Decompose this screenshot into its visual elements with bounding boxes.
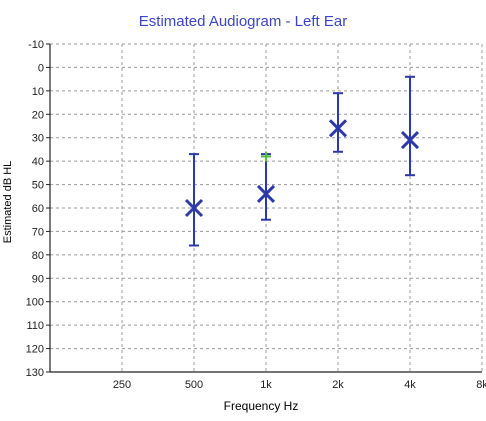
data-point-group (256, 153, 276, 221)
y-tick-label: 80 (32, 250, 44, 262)
x-tick-label: 2k (332, 379, 344, 391)
y-tick-label: 130 (26, 367, 44, 379)
y-tick-label: -10 (28, 39, 44, 51)
y-tick-label: 110 (26, 320, 44, 332)
y-tick-label: 20 (32, 109, 44, 121)
grid-layer (50, 43, 483, 372)
x-marker (184, 198, 204, 218)
y-tick-labels: -10 0 10 20 30 40 50 60 70 80 90 100 110 120 130 (26, 39, 44, 379)
x-tick-label: 250 (113, 379, 131, 391)
data-point-group (328, 92, 348, 153)
y-tick-label: 100 (26, 297, 44, 309)
y-tick-label: 60 (32, 203, 44, 215)
data-point-group (400, 75, 420, 177)
x-tick-labels: 250 500 1k 2k 4k 8k (113, 379, 486, 391)
x-marker (328, 119, 348, 138)
y-tick-label: 90 (32, 273, 44, 285)
y-tick-label: 0 (38, 62, 44, 74)
y-tick-label: 10 (32, 86, 44, 98)
x-axis-label: Frequency Hz (224, 399, 299, 413)
axis-layer (46, 43, 482, 373)
y-tick-label: 70 (32, 226, 44, 238)
y-tick-label: 50 (32, 180, 44, 192)
x-tick-label: 1k (260, 379, 272, 391)
y-tick-label: 40 (32, 156, 44, 168)
y-axis-label: Estimated dB HL (2, 161, 14, 244)
data-point-group (184, 153, 204, 247)
x-marker (400, 130, 420, 150)
plus-marker (261, 151, 271, 162)
y-tick-label: 120 (26, 344, 44, 356)
chart-title: Estimated Audiogram - Left Ear (139, 13, 347, 30)
x-marker (256, 184, 276, 204)
x-tick-label: 500 (185, 379, 203, 391)
y-tick-label: 30 (32, 133, 44, 145)
series-layer (184, 75, 420, 247)
x-tick-label: 8k (476, 379, 486, 391)
x-tick-label: 4k (404, 379, 416, 391)
